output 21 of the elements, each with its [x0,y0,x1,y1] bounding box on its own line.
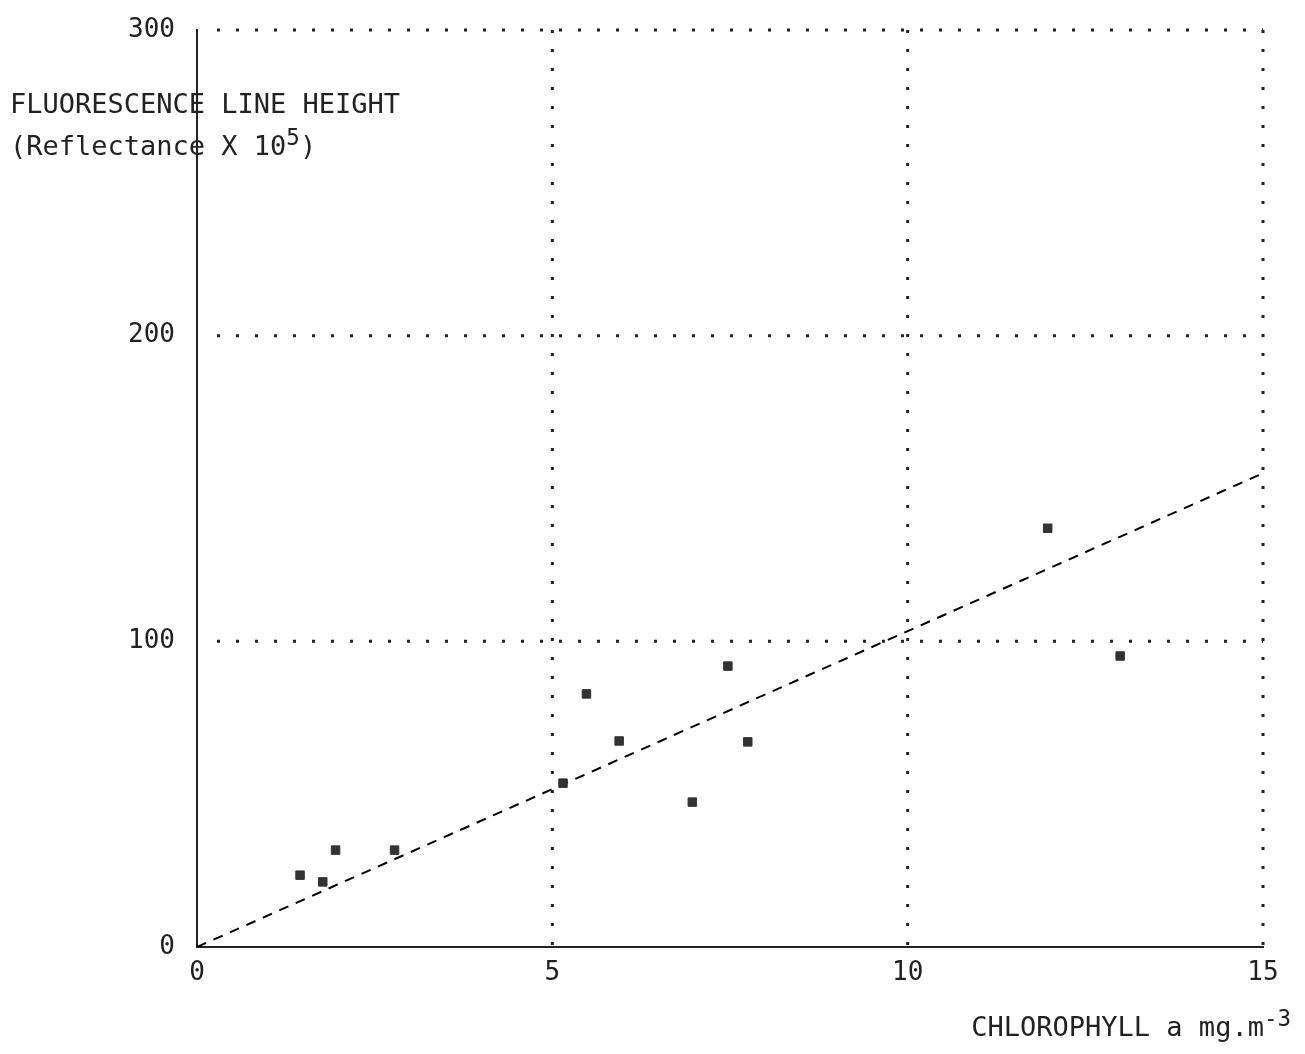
point [614,736,624,746]
point [743,737,753,747]
point [581,689,592,699]
point [558,778,568,788]
y-tick-label: 300 [128,12,175,43]
point [1042,523,1053,533]
point [295,870,305,880]
point [723,661,733,671]
point [687,797,698,807]
x-tick-label: 10 [892,956,924,987]
x-axis-title: CHLOROPHYLL a mg.m$^{-3}$ [971,1005,1291,1042]
point [389,845,400,855]
x-tick-label: 0 [189,956,205,987]
y-tick-label: 100 [128,624,175,655]
y-tick-label: 200 [128,318,175,349]
point [318,877,328,887]
point [1115,651,1125,661]
point [330,845,341,855]
x-tick-label: 5 [544,956,561,987]
x-tick-label: 15 [1247,956,1279,987]
y-tick-label: 0 [159,929,175,960]
